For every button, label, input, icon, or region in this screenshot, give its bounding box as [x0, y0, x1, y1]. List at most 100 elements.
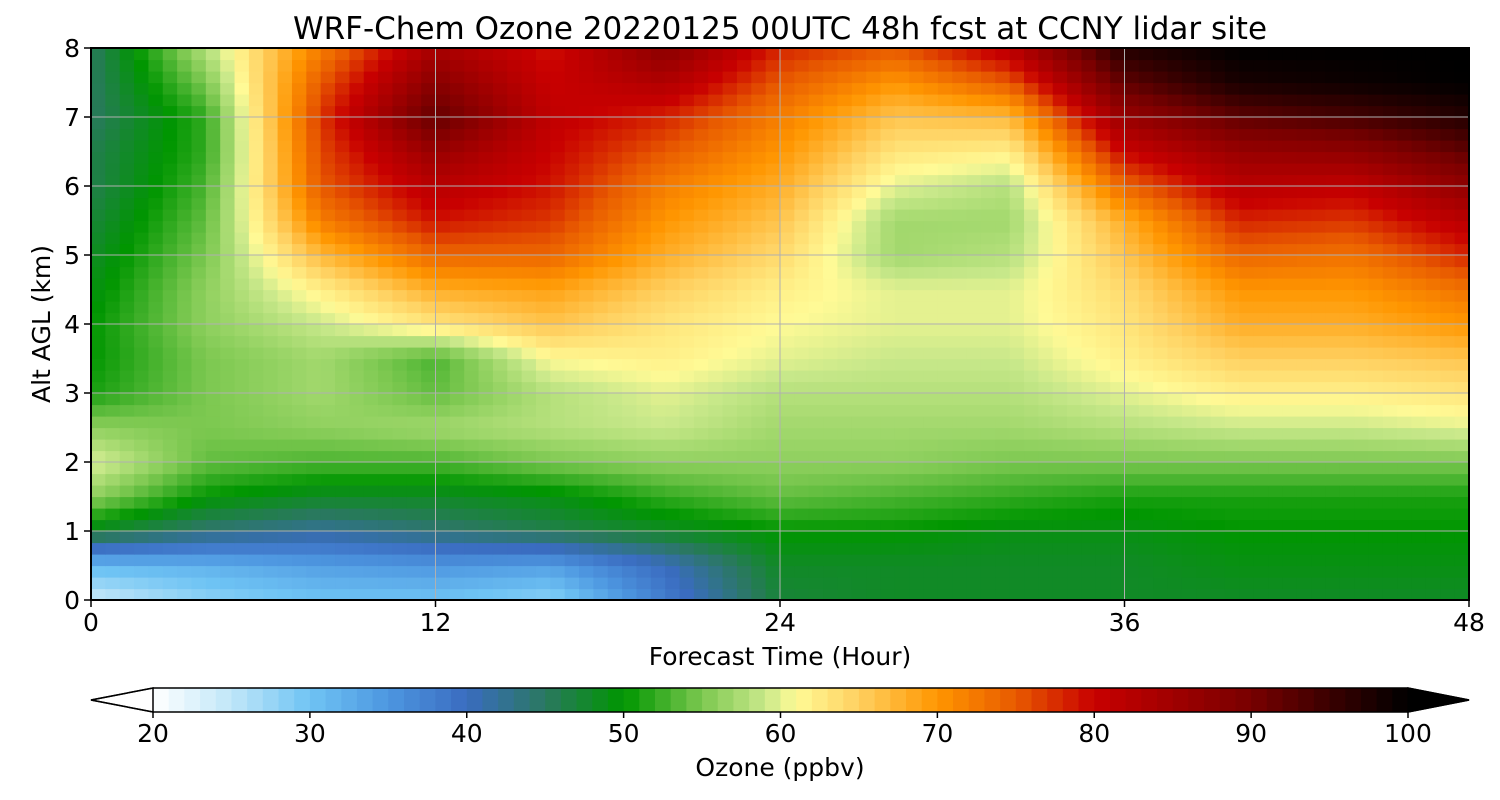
heatmap-cell [392, 358, 408, 371]
heatmap-cell [421, 140, 437, 153]
heatmap-cell [980, 82, 996, 95]
heatmap-cell [119, 427, 135, 440]
heatmap-cell [1368, 197, 1384, 210]
heatmap-cell [1009, 439, 1025, 452]
heatmap-cell [320, 278, 336, 291]
heatmap-cell [909, 174, 925, 187]
heatmap-cell [1268, 404, 1283, 417]
heatmap-cell [966, 473, 982, 486]
heatmap-cell [1224, 450, 1240, 463]
heatmap-cell [1124, 71, 1140, 84]
heatmap-cell [1067, 209, 1083, 222]
heatmap-cell [794, 335, 810, 348]
heatmap-cell [1425, 347, 1441, 360]
heatmap-cell [1224, 289, 1240, 302]
heatmap-cell [679, 209, 695, 222]
heatmap-cell [335, 289, 350, 302]
heatmap-cell [248, 243, 264, 256]
heatmap-cell [1411, 531, 1427, 544]
heatmap-cell [521, 531, 537, 544]
heatmap-cell [636, 404, 652, 417]
heatmap-cell [622, 301, 638, 314]
heatmap-cell [148, 565, 164, 578]
heatmap-cell [1067, 542, 1083, 555]
heatmap-cell [823, 232, 839, 245]
heatmap-cell [306, 174, 322, 187]
heatmap-cell [693, 381, 709, 394]
heatmap-cell [808, 174, 824, 187]
heatmap-cell [1167, 151, 1183, 164]
heatmap-cell [1339, 393, 1355, 406]
heatmap-cell [363, 197, 379, 210]
heatmap-cell [894, 174, 910, 187]
heatmap-cell [722, 462, 738, 475]
heatmap-cell [378, 289, 394, 302]
heatmap-cell [1181, 324, 1197, 337]
heatmap-cell [134, 335, 150, 348]
heatmap-cell [1411, 163, 1427, 176]
heatmap-cell [277, 289, 293, 302]
heatmap-cell [1239, 347, 1255, 360]
heatmap-cell [464, 485, 480, 498]
heatmap-cell [1210, 404, 1226, 417]
heatmap-cell [406, 151, 422, 164]
heatmap-cell [478, 462, 494, 475]
heatmap-cell [679, 174, 695, 187]
heatmap-cell [1454, 117, 1469, 130]
heatmap-cell [1411, 416, 1427, 429]
heatmap-cell [1024, 278, 1039, 291]
heatmap-cell [1210, 243, 1226, 256]
heatmap-cell [521, 370, 537, 383]
heatmap-cell [1009, 370, 1025, 383]
heatmap-cell [1196, 82, 1212, 95]
heatmap-cell [363, 71, 379, 84]
heatmap-cell [1382, 186, 1398, 199]
heatmap-cell [1397, 519, 1413, 532]
heatmap-cell [1024, 220, 1039, 233]
heatmap-cell [1339, 94, 1355, 107]
heatmap-cell [1311, 508, 1327, 521]
heatmap-cell [478, 577, 494, 590]
heatmap-cell [478, 496, 494, 509]
heatmap-cell [1167, 48, 1183, 61]
heatmap-cell [205, 82, 221, 95]
heatmap-cell [263, 186, 279, 199]
heatmap-cell [1382, 243, 1398, 256]
heatmap-cell [335, 358, 350, 371]
heatmap-cell [1167, 335, 1183, 348]
heatmap-cell [708, 255, 724, 268]
heatmap-cell [449, 174, 465, 187]
colorbar-segment [1188, 688, 1205, 712]
heatmap-cell [191, 255, 207, 268]
heatmap-cell [1296, 324, 1312, 337]
heatmap-cell [134, 358, 150, 371]
heatmap-cell [1311, 450, 1327, 463]
heatmap-cell [636, 370, 652, 383]
heatmap-cell [636, 59, 652, 72]
heatmap-cell [378, 324, 394, 337]
heatmap-cell [1009, 496, 1025, 509]
heatmap-cell [837, 335, 853, 348]
heatmap-cell [134, 565, 150, 578]
heatmap-cell [449, 439, 465, 452]
heatmap-cell [679, 278, 695, 291]
heatmap-cell [1024, 393, 1039, 406]
heatmap-cell [780, 186, 795, 199]
heatmap-cell [263, 588, 279, 600]
heatmap-cell [1067, 289, 1083, 302]
heatmap-cell [248, 462, 264, 475]
heatmap-cell [521, 416, 537, 429]
heatmap-cell [205, 358, 221, 371]
heatmap-cell [823, 289, 839, 302]
heatmap-cell [1095, 232, 1111, 245]
heatmap-cell [478, 48, 494, 61]
heatmap-cell [866, 128, 882, 141]
heatmap-cell [1411, 255, 1427, 268]
heatmap-cell [1110, 427, 1126, 440]
heatmap-cell [1354, 358, 1370, 371]
heatmap-cell [980, 496, 996, 509]
heatmap-cell [220, 485, 236, 498]
heatmap-cell [1354, 485, 1370, 498]
heatmap-cell [1210, 370, 1226, 383]
heatmap-cell [622, 48, 638, 61]
